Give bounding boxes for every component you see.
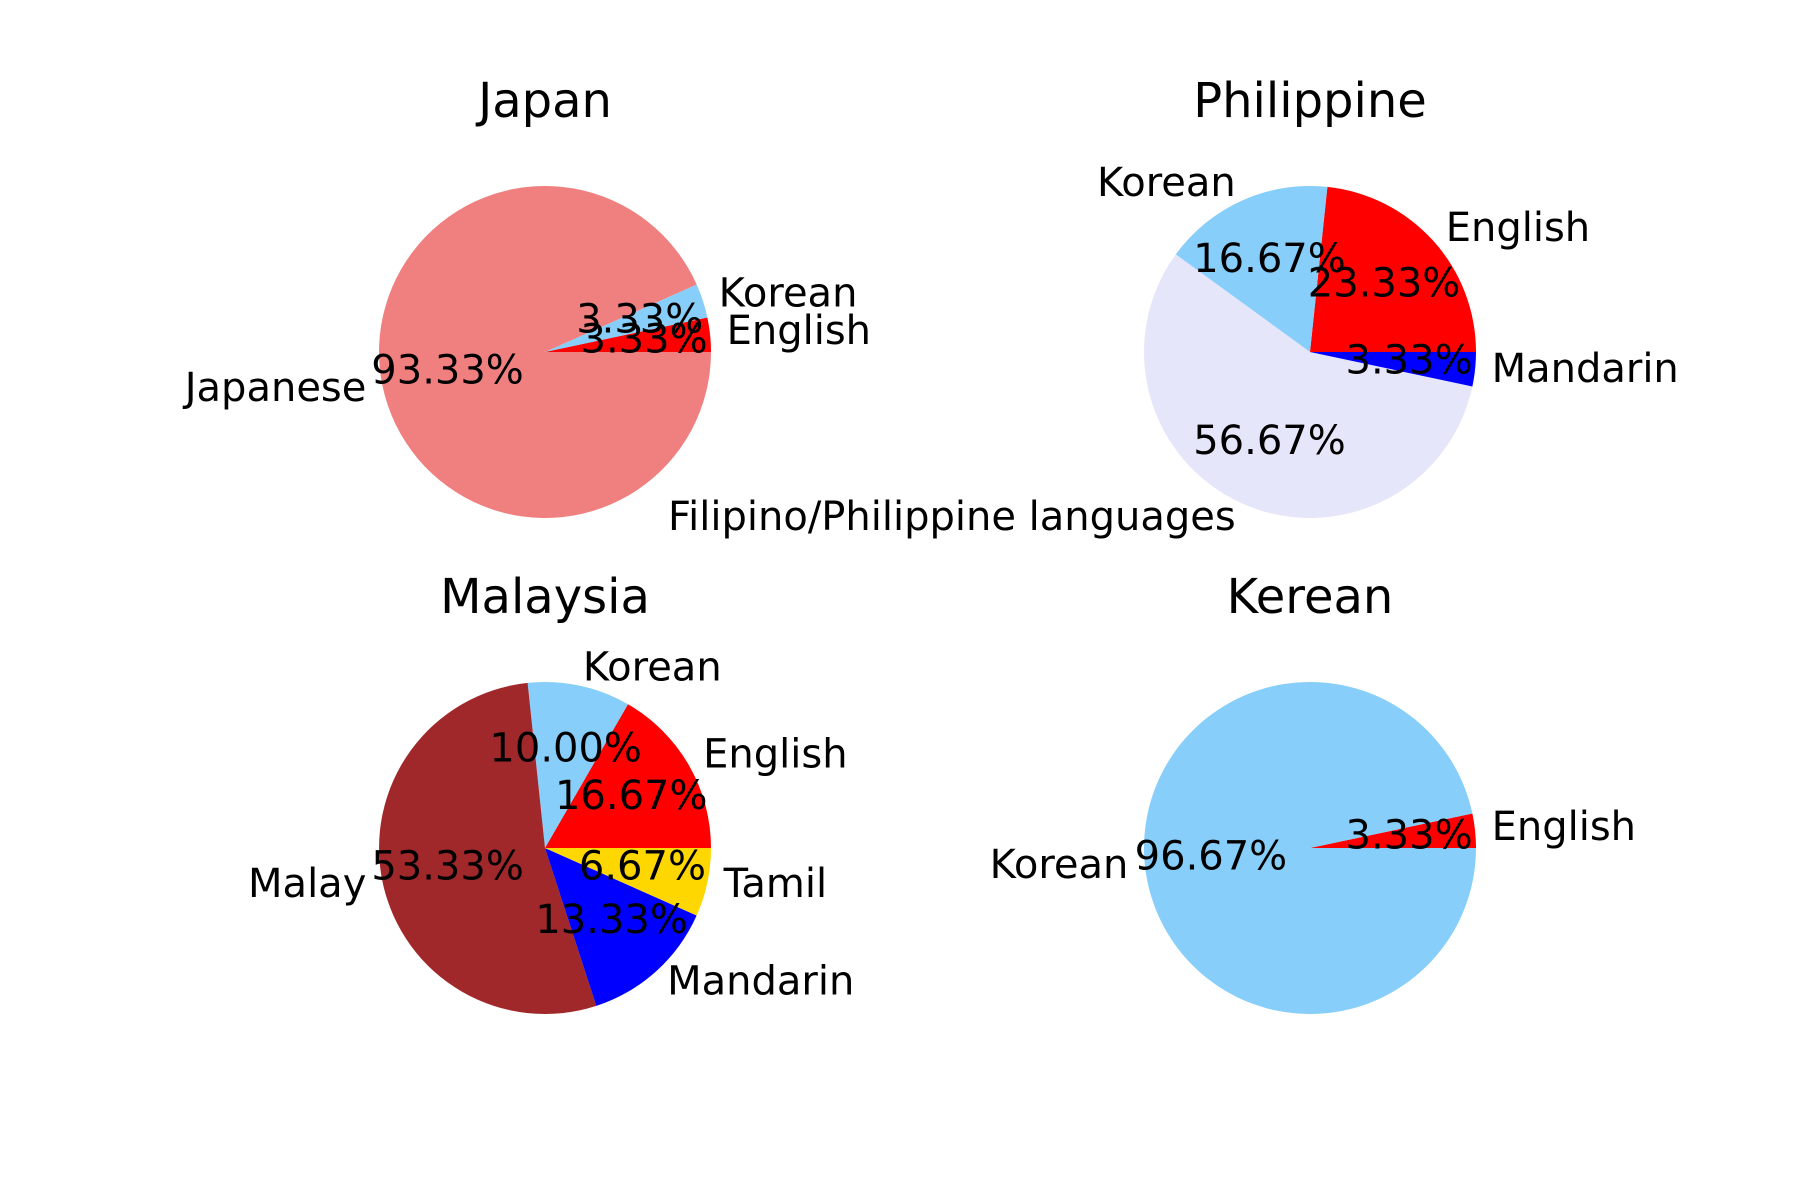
- malaysia-label-korean: Korean: [583, 644, 722, 690]
- japan-label-korean: Korean: [719, 271, 858, 317]
- kerean-pct-korean: 96.67%: [1135, 833, 1288, 879]
- japan-slice-japanese: [379, 186, 711, 519]
- malaysia-pct-english: 16.67%: [555, 773, 708, 819]
- malaysia-slice-english: [545, 704, 711, 848]
- malaysia-pct-tamil: 6.67%: [579, 844, 706, 890]
- japan-slice-english: [545, 317, 711, 352]
- malaysia-title: Malaysia: [440, 569, 650, 625]
- malaysia-slice-tamil: [545, 848, 711, 916]
- kerean-label-korean: Korean: [990, 842, 1129, 888]
- malaysia-slice-korean: [527, 681, 628, 848]
- japan-pct-english: 3.33%: [581, 317, 708, 363]
- philippine-pct-english: 23.33%: [1308, 260, 1461, 306]
- philippine-slice-mandarin: [1310, 352, 1476, 387]
- kerean-slice-english: [1310, 813, 1476, 848]
- philippine-label-mandarin: Mandarin: [1492, 346, 1679, 392]
- kerean-label-english: English: [1492, 804, 1636, 850]
- japan-pct-korean: 3.33%: [576, 296, 703, 342]
- malaysia-label-malay: Malay: [248, 861, 366, 907]
- philippine-slice-filipino-philippine-languages: [1144, 254, 1473, 518]
- malaysia-label-english: English: [703, 732, 847, 778]
- malaysia-label-tamil: Tamil: [723, 861, 828, 907]
- kerean-title: Kerean: [1227, 569, 1394, 625]
- philippine-label-korean: Korean: [1097, 160, 1236, 206]
- philippine-title: Philippine: [1193, 73, 1427, 129]
- japan-label-english: English: [727, 308, 871, 354]
- pie-kerean: Kerean English 3.33% Korean 96.67%: [990, 569, 1636, 1014]
- malaysia-label-mandarin: Mandarin: [667, 959, 854, 1005]
- malaysia-pct-mandarin: 13.33%: [535, 897, 688, 943]
- philippine-slice-english: [1310, 186, 1476, 352]
- kerean-slice-korean: [1144, 681, 1476, 1014]
- philippine-pct-mandarin: 3.33%: [1346, 337, 1473, 383]
- japan-title: Japan: [475, 73, 612, 129]
- philippine-label-filipino-philippine-languages: Filipino/Philippine languages: [668, 494, 1236, 540]
- philippine-slice-korean: [1175, 185, 1328, 352]
- japan-slice-korean: [545, 284, 708, 352]
- kerean-pct-english: 3.33%: [1346, 813, 1473, 859]
- japan-pct-japanese: 93.33%: [371, 348, 524, 394]
- philippine-label-english: English: [1446, 205, 1590, 251]
- malaysia-slice-malay: [379, 682, 597, 1014]
- pie-philippine: Philippine English 23.33% Korean 16.67% Filip…: [668, 73, 1679, 540]
- malaysia-slice-mandarin: [545, 848, 697, 1006]
- japan-label-japanese: Japanese: [182, 365, 367, 411]
- malaysia-pct-malay: 53.33%: [371, 844, 524, 890]
- philippine-pct-korean: 16.67%: [1193, 236, 1346, 282]
- malaysia-pct-korean: 10.00%: [489, 726, 642, 772]
- philippine-pct-filipino-philippine-languages: 56.67%: [1193, 418, 1346, 464]
